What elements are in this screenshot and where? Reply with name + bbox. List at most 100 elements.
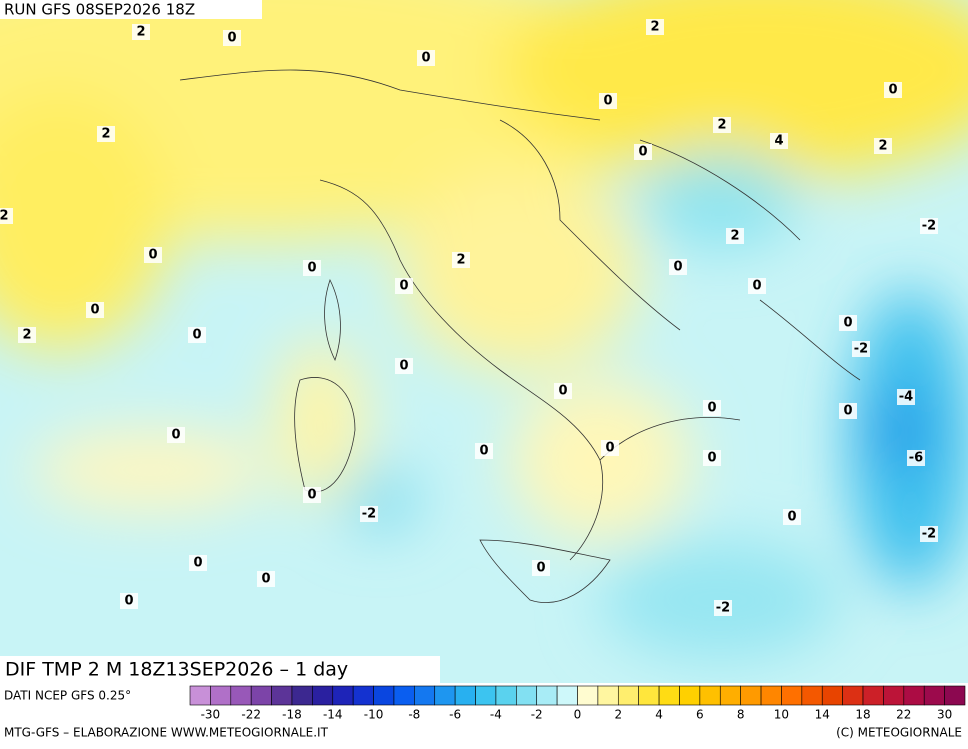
label-bg	[669, 259, 687, 275]
contour-label: 2	[730, 229, 739, 244]
color-swatch	[781, 685, 803, 706]
color-swatch	[903, 685, 925, 706]
color-swatch	[597, 685, 619, 706]
legend-tick-label: -2	[531, 708, 543, 722]
label-bg	[554, 383, 572, 399]
legend-tick-label: -10	[364, 708, 384, 722]
contour-label: 2	[717, 118, 726, 133]
contour-label: -4	[899, 390, 913, 405]
legend-tick-label: 2	[614, 708, 622, 722]
data-source: DATI NCEP GFS 0.25°	[4, 689, 131, 703]
contour-label: 0	[421, 51, 430, 66]
color-swatch	[638, 685, 660, 706]
contour-label: 2	[650, 20, 659, 35]
label-bg	[601, 440, 619, 456]
label-bg	[532, 560, 550, 576]
label-bg	[839, 403, 857, 419]
color-swatch	[454, 685, 476, 706]
contour-label: 0	[227, 31, 236, 46]
legend-tick-label: 22	[896, 708, 911, 722]
label-bg	[884, 82, 902, 98]
contour-label: 2	[0, 209, 9, 224]
run-label: RUN GFS 08SEP2026 18Z	[4, 1, 195, 19]
label-bg	[703, 400, 721, 416]
header-box	[0, 0, 262, 19]
legend-tick-label: 6	[696, 708, 704, 722]
contour-label: 0	[399, 359, 408, 374]
color-swatch	[536, 685, 558, 706]
contour-label: 0	[752, 279, 761, 294]
label-bg	[714, 600, 732, 616]
contour-label: 0	[90, 303, 99, 318]
contour-label: 0	[603, 94, 612, 109]
contour-label: 0	[707, 451, 716, 466]
contour-label: -2	[362, 507, 376, 522]
label-bg	[0, 208, 13, 224]
footer-left: MTG-GFS – ELABORAZIONE WWW.METEOGIORNALE…	[4, 726, 329, 740]
label-bg	[748, 278, 766, 294]
contour-label: 0	[171, 428, 180, 443]
label-bg	[920, 218, 938, 234]
color-swatch	[352, 685, 374, 706]
label-bg	[770, 133, 788, 149]
color-swatch	[699, 685, 721, 706]
color-swatch	[821, 685, 843, 706]
label-bg	[303, 260, 321, 276]
color-swatch	[230, 685, 252, 706]
label-bg	[167, 427, 185, 443]
label-bg	[703, 450, 721, 466]
legend-tick-label: -18	[282, 708, 302, 722]
color-swatch	[475, 685, 497, 706]
color-swatch	[393, 685, 415, 706]
color-swatch	[617, 685, 639, 706]
color-swatch	[862, 685, 884, 706]
contour-label: 0	[192, 328, 201, 343]
contour-label: 0	[638, 145, 647, 160]
footer-right: (C) METEOGIORNALE	[836, 726, 962, 740]
color-swatch	[760, 685, 782, 706]
color-swatch	[842, 685, 864, 706]
label-bg	[599, 93, 617, 109]
map-field	[0, 0, 968, 683]
contour-label: 0	[261, 572, 270, 587]
label-bg	[395, 358, 413, 374]
contour-label: 0	[124, 594, 133, 609]
color-swatch	[189, 685, 211, 706]
contour-label: 0	[843, 316, 852, 331]
color-swatch	[291, 685, 313, 706]
map-title: DIF TMP 2 M 18Z13SEP2026 – 1 day	[5, 659, 348, 681]
contour-label: 0	[307, 261, 316, 276]
label-bg	[897, 389, 915, 405]
label-bg	[18, 327, 36, 343]
label-bg	[303, 487, 321, 503]
legend-tick-label: 8	[737, 708, 745, 722]
contour-label: 0	[707, 401, 716, 416]
color-swatch	[556, 685, 578, 706]
contour-label: 0	[307, 488, 316, 503]
legend-tick-label: 18	[855, 708, 870, 722]
contour-label: 0	[843, 404, 852, 419]
label-bg	[634, 144, 652, 160]
label-bg	[839, 315, 857, 331]
contour-label: 4	[774, 134, 783, 149]
title-box	[0, 656, 440, 683]
legend-tick-label: -4	[490, 708, 502, 722]
color-swatch	[740, 685, 762, 706]
contour-label: -2	[716, 601, 730, 616]
label-bg	[713, 117, 731, 133]
contour-label: 2	[101, 127, 110, 142]
color-swatch	[271, 685, 293, 706]
label-bg	[97, 126, 115, 142]
label-bg	[189, 555, 207, 571]
legend-tick-label: -22	[241, 708, 261, 722]
contour-label: 0	[479, 444, 488, 459]
label-bg	[188, 327, 206, 343]
label-bg	[395, 278, 413, 294]
label-bg	[907, 450, 925, 466]
color-swatch	[373, 685, 395, 706]
color-swatch	[923, 685, 945, 706]
legend-tick-label: 30	[937, 708, 952, 722]
contour-label: 0	[558, 384, 567, 399]
